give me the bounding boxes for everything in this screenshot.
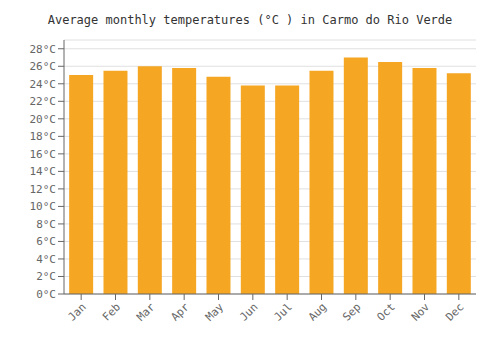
- svg-text:8°C: 8°C: [36, 218, 56, 231]
- svg-text:24°C: 24°C: [30, 78, 57, 91]
- svg-text:26°C: 26°C: [30, 60, 57, 73]
- svg-text:18°C: 18°C: [30, 130, 57, 143]
- svg-text:28°C: 28°C: [30, 43, 57, 56]
- svg-text:16°C: 16°C: [30, 148, 57, 161]
- svg-text:4°C: 4°C: [36, 253, 56, 266]
- svg-text:14°C: 14°C: [30, 165, 57, 178]
- svg-text:Aug: Aug: [306, 300, 329, 323]
- svg-text:Oct: Oct: [375, 300, 398, 323]
- svg-text:Jan: Jan: [66, 300, 89, 323]
- html-text:Average monthly temperatures (: Average monthly temperatures (°C ) in Ca…: [47, 13, 453, 27]
- svg-text:10°C: 10°C: [30, 200, 57, 213]
- svg-text:20°C: 20°C: [30, 113, 57, 126]
- svg-text:May: May: [203, 300, 227, 324]
- svg-text:6°C: 6°C: [36, 235, 56, 248]
- svg-text:Feb: Feb: [100, 300, 123, 323]
- svg-text:12°C: 12°C: [30, 183, 57, 196]
- svg-text:Sep: Sep: [340, 300, 363, 323]
- svg-text:Apr: Apr: [169, 300, 193, 324]
- svg-text:2°C: 2°C: [36, 270, 56, 283]
- svg-text:Jul: Jul: [272, 300, 295, 323]
- svg-text:0°C: 0°C: [36, 288, 56, 301]
- svg-text:22°C: 22°C: [30, 95, 57, 108]
- svg-text:Dec: Dec: [443, 300, 466, 323]
- svg-text:Nov: Nov: [409, 300, 433, 324]
- svg-text:Jun: Jun: [237, 300, 260, 323]
- svg-text:Mar: Mar: [134, 300, 158, 324]
